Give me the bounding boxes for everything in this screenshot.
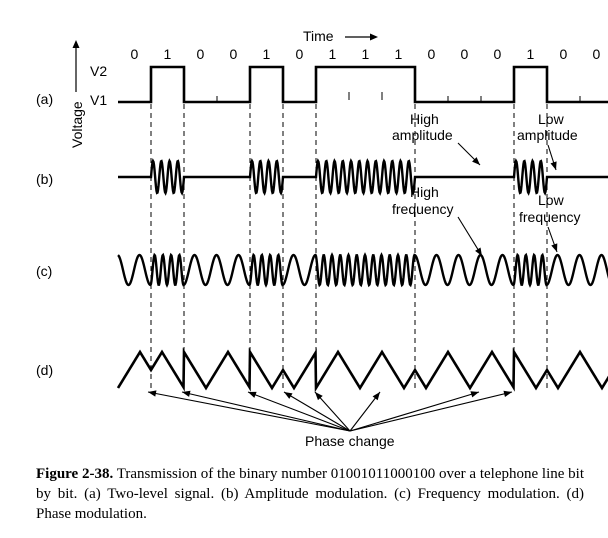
bit-label: 1 bbox=[395, 46, 403, 62]
voltage-arrow bbox=[72, 40, 80, 92]
annotation-arrow bbox=[283, 391, 351, 432]
annotation-arrow bbox=[314, 391, 351, 432]
frequency-modulation-signal bbox=[117, 252, 608, 288]
bit-label: 1 bbox=[329, 46, 337, 62]
bit-label: 1 bbox=[362, 46, 370, 62]
bit-label: 0 bbox=[560, 46, 568, 62]
time-arrow bbox=[345, 33, 378, 41]
arrow-head bbox=[182, 390, 191, 397]
annotation-arrow bbox=[247, 391, 351, 432]
high-amplitude-label-2: amplitude bbox=[392, 127, 453, 143]
arrow-head bbox=[475, 247, 482, 256]
level-low-label: V1 bbox=[90, 92, 107, 108]
row-label-c: (c) bbox=[36, 263, 52, 279]
caption-number: Figure 2-38. bbox=[36, 466, 114, 482]
arrow-head bbox=[148, 390, 157, 397]
arrow-head bbox=[503, 390, 512, 397]
annotation-arrow bbox=[181, 391, 351, 432]
bit-label: 1 bbox=[164, 46, 172, 62]
annotation-arrow bbox=[147, 391, 351, 432]
low-frequency-label-2: frequency bbox=[519, 209, 580, 225]
row-label-d: (d) bbox=[36, 362, 53, 378]
bit-label: 0 bbox=[494, 46, 502, 62]
high-frequency-label-2: frequency bbox=[392, 201, 453, 217]
annotation-arrow bbox=[349, 391, 381, 432]
time-label: Time bbox=[303, 28, 334, 44]
amplitude-modulation-signal bbox=[118, 158, 608, 196]
bit-label: 0 bbox=[428, 46, 436, 62]
bit-boundary-guides bbox=[150, 104, 548, 388]
annotation-arrow bbox=[349, 391, 513, 432]
bit-labels: 0 1 0 0 1 0 1 1 1 0 0 0 1 0 0 bbox=[131, 46, 601, 62]
arrow-head bbox=[315, 392, 323, 401]
bit-label: 0 bbox=[296, 46, 304, 62]
high-frequency-label-1: High bbox=[410, 184, 439, 200]
caption-text: Transmission of the binary number 010010… bbox=[36, 466, 585, 522]
bit-label: 1 bbox=[263, 46, 271, 62]
low-amplitude-label-2: amplitude bbox=[517, 127, 578, 143]
bit-label: 1 bbox=[527, 46, 535, 62]
bit-label: 0 bbox=[461, 46, 469, 62]
annotation-arrow bbox=[349, 391, 480, 432]
level-high-label: V2 bbox=[90, 63, 107, 79]
bit-ticks bbox=[216, 92, 581, 102]
arrow-head bbox=[550, 161, 557, 170]
bit-label: 0 bbox=[593, 46, 601, 62]
figure-caption: Figure 2-38. Transmission of the binary … bbox=[36, 464, 584, 524]
low-frequency-label-1: Low bbox=[538, 192, 565, 208]
bit-label: 0 bbox=[131, 46, 139, 62]
two-level-signal bbox=[118, 65, 608, 104]
bit-label: 0 bbox=[230, 46, 238, 62]
low-amplitude-label-1: Low bbox=[538, 111, 565, 127]
arrow-head bbox=[551, 243, 558, 252]
arrow-head bbox=[470, 391, 479, 398]
arrow-head bbox=[284, 392, 293, 399]
row-label-b: (b) bbox=[36, 171, 53, 187]
bit-label: 0 bbox=[197, 46, 205, 62]
arrow-head bbox=[372, 392, 380, 401]
arrow-head bbox=[248, 391, 257, 398]
phase-modulation-signal bbox=[116, 347, 608, 393]
arrow-head bbox=[472, 157, 480, 165]
voltage-axis-label: Voltage bbox=[69, 101, 85, 148]
phase-change-label: Phase change bbox=[305, 433, 395, 449]
row-label-a: (a) bbox=[36, 91, 53, 107]
annotation-arrows bbox=[147, 142, 558, 432]
high-amplitude-label-1: High bbox=[410, 111, 439, 127]
